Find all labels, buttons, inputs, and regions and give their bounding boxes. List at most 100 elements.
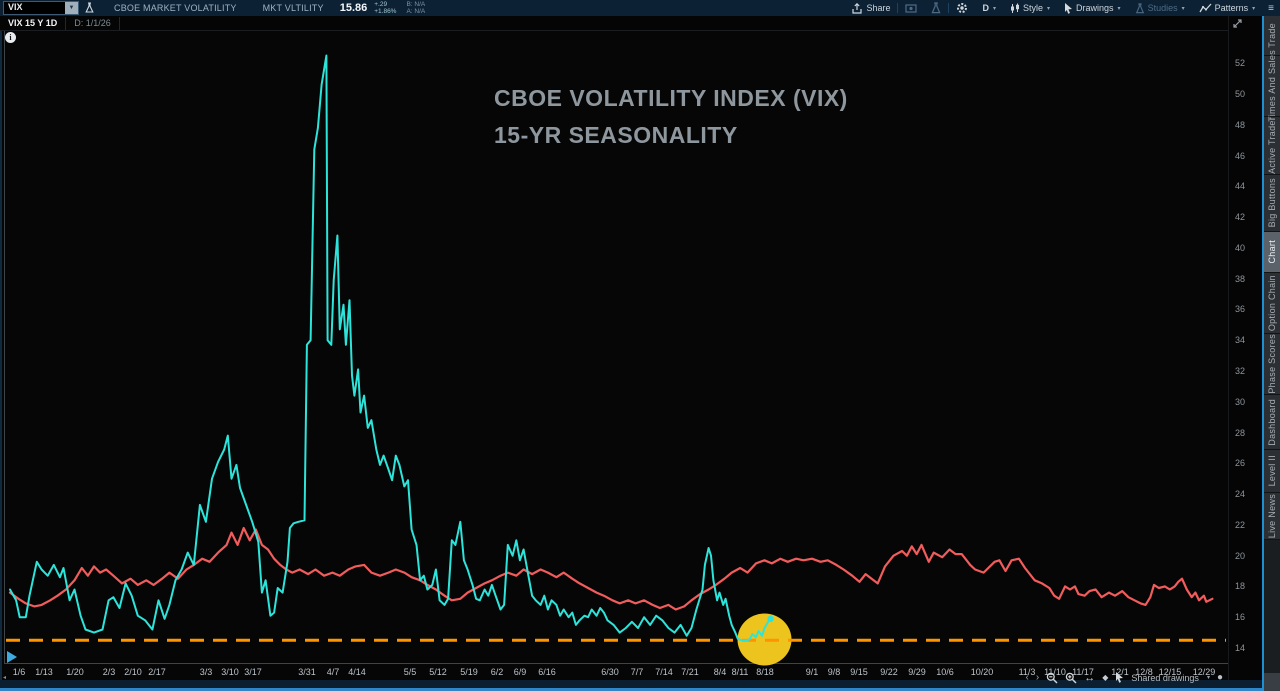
drawings-button[interactable]: Drawings ▾ [1057, 0, 1128, 16]
ask-value: A: N/A [406, 8, 426, 15]
y-axis-label: 34 [1235, 335, 1246, 345]
studies-button[interactable]: Studies ▾ [1128, 0, 1192, 16]
highlight-circle [737, 613, 792, 666]
analysis-flask-button[interactable] [924, 0, 948, 16]
timeframe-label: D [982, 3, 989, 13]
x-axis-label: 2/10 [124, 667, 142, 677]
x-axis-label: 12/29 [1192, 667, 1216, 677]
ondemand-icon [905, 3, 918, 14]
diamond-icon[interactable]: ◆ [1102, 673, 1109, 682]
sidebar-tab-dashboard[interactable]: Dashboard [1264, 395, 1280, 450]
y-axis-label: 50 [1235, 89, 1246, 99]
instrument-flask-icon[interactable] [85, 2, 94, 14]
sidebar-tab-chart[interactable]: Chart [1264, 232, 1280, 273]
flask-icon [931, 2, 941, 14]
sidebar-tab-option-chain[interactable]: Option Chain [1264, 273, 1280, 334]
symbol-input[interactable]: VIX ▼ [3, 1, 79, 15]
price-axis[interactable]: 52 50 48 46 44 42 40 38 36 34 32 30 28 26 24 22 20 18 16 14 [1228, 16, 1263, 680]
sidebar-tab-active-trader[interactable]: Active Trader [1264, 117, 1280, 175]
globe-icon[interactable]: ● [1216, 672, 1223, 683]
x-axis-label: 6/30 [601, 667, 619, 677]
chevron-right-icon[interactable]: › [1035, 671, 1040, 683]
studies-flask-icon [1135, 2, 1145, 14]
x-axis-label: 8/18 [756, 667, 774, 677]
chevron-down-icon: ▾ [992, 5, 996, 12]
instrument-description: MKT VLTILITY [262, 3, 324, 13]
sidebar-tab-label: Active Trader [1267, 117, 1277, 174]
sidebar-tab-live-news[interactable]: Live News [1264, 493, 1280, 540]
gear-icon [956, 2, 968, 14]
pan-icon[interactable]: ↔ [1084, 671, 1096, 684]
vix-15yr-seasonality-line [8, 526, 1214, 611]
x-axis-label: 5/19 [460, 667, 478, 677]
sidebar-tab-label: Dashboard [1267, 398, 1277, 446]
patterns-button[interactable]: Patterns ▾ [1192, 0, 1263, 16]
share-button[interactable]: Share [844, 0, 897, 16]
share-label: Share [866, 3, 891, 13]
chart-area[interactable]: i CBOE VOLATILITY INDEX (VIX) 15-YR SEAS… [0, 30, 1230, 680]
window-bottom-frame: ◂ [0, 675, 1262, 691]
x-axis-label: 2/17 [148, 667, 166, 677]
shared-drawings-label[interactable]: Shared drawings [1131, 672, 1199, 683]
settings-button[interactable] [949, 0, 975, 16]
chevron-left-icon[interactable]: ‹ [1025, 671, 1029, 683]
sidebar-filler [1264, 540, 1280, 673]
x-axis-label: 11/3 [1018, 667, 1036, 677]
x-axis-label: 3/31 [298, 667, 316, 677]
chart-title-line2: 15-YR SEASONALITY [494, 122, 738, 148]
zoom-in-icon[interactable] [1065, 672, 1077, 684]
x-axis-label: 7/21 [681, 667, 699, 677]
pointer-icon [1064, 2, 1073, 14]
x-axis-label: 11/17 [1072, 667, 1094, 677]
x-axis-label: 9/22 [880, 667, 898, 677]
x-axis-label: 9/8 [827, 667, 841, 677]
bid-value: B: N/A [406, 1, 426, 8]
x-axis-label: 12/1 [1111, 667, 1129, 677]
drawings-label: Drawings [1076, 3, 1114, 13]
x-axis-label: 11/10 [1044, 667, 1066, 677]
menu-icon[interactable]: ≡ [1268, 2, 1274, 14]
timeframe-button[interactable]: D ▾ [975, 0, 1003, 16]
toolbar-right-group: Share D ▾ [844, 0, 1280, 16]
chevron-down-icon: ▾ [1252, 5, 1256, 12]
style-button[interactable]: Style ▾ [1003, 0, 1057, 16]
sidebar-tab-phase-scores[interactable]: Phase Scores [1264, 334, 1280, 395]
y-axis-label: 44 [1235, 181, 1246, 191]
gadget-sidebar: Trade Times And Sales Active Trader Big But… [1262, 16, 1280, 691]
share-icon [851, 2, 863, 14]
chart-expiration[interactable]: D: 1/1/26 [66, 16, 120, 30]
chevron-down-icon[interactable]: ▾ [1206, 675, 1210, 681]
toolbar-separator [948, 3, 950, 13]
chart-header-row: VIX 15 Y 1D D: 1/1/26 [0, 16, 1228, 31]
price-plot [6, 54, 1226, 666]
x-axis-label: 9/15 [850, 667, 868, 677]
chevron-down-icon: ▾ [1047, 5, 1051, 12]
cursor-pointer-icon[interactable] [1115, 672, 1124, 683]
sidebar-tab-trade[interactable]: Trade [1264, 16, 1280, 56]
sidebar-tab-level-ii[interactable]: Level II [1264, 450, 1280, 493]
studies-label: Studies [1147, 3, 1178, 13]
change-value: +.29 [374, 1, 388, 8]
y-axis-label: 40 [1235, 243, 1246, 253]
sidebar-tab-times-and-sales[interactable]: Times And Sales [1264, 50, 1280, 122]
zoom-out-icon[interactable] [1046, 672, 1058, 684]
sidebar-tabs: Trade Times And Sales Active Trader Big But… [1264, 16, 1280, 691]
symbol-value[interactable]: VIX [8, 2, 23, 12]
symbol-dropdown-icon[interactable]: ▼ [65, 2, 78, 14]
y-axis-label: 48 [1235, 120, 1246, 130]
sidebar-tab-label: Live News [1267, 493, 1277, 539]
patterns-icon [1199, 3, 1212, 14]
x-axis-label: 7/7 [630, 667, 644, 677]
sidebar-tab-label: Big Buttons [1267, 178, 1277, 228]
x-axis-label: 5/5 [403, 667, 417, 677]
x-axis-label: 4/7 [326, 667, 340, 677]
ondemand-button[interactable] [898, 0, 924, 16]
sidebar-tab-label: Level II [1267, 455, 1277, 487]
x-axis-label: 1/13 [35, 667, 53, 677]
sidebar-tab-big-buttons[interactable]: Big Buttons [1264, 175, 1280, 232]
axis-expand-icon[interactable] [1232, 18, 1243, 29]
info-icon[interactable]: i [5, 32, 16, 43]
chart-style-icon [1010, 3, 1020, 14]
chart-symbol-period[interactable]: VIX 15 Y 1D [0, 16, 67, 30]
